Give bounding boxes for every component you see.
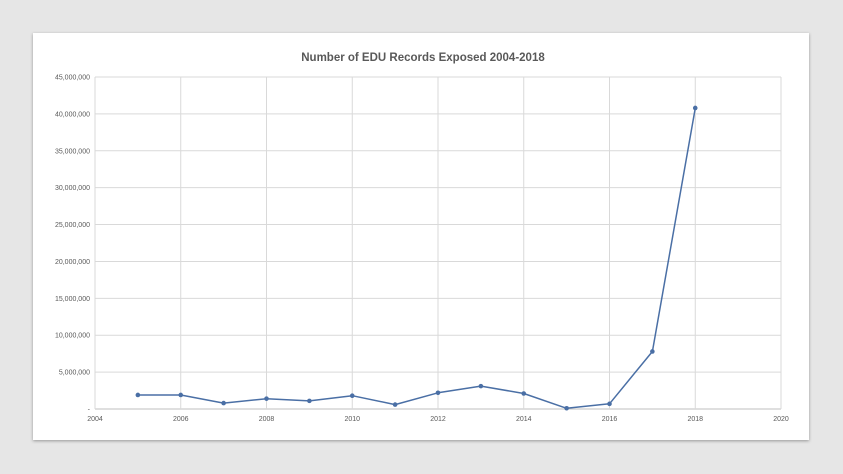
y-tick-label: 5,000,000 <box>59 370 90 377</box>
series-line <box>137 107 697 410</box>
y-tick-label: 15,000,000 <box>55 296 90 303</box>
y-tick-label: 45,000,000 <box>55 75 90 82</box>
data-point <box>264 396 269 401</box>
chart-card: Number of EDU Records Exposed 2004-2018 … <box>33 33 809 440</box>
x-tick-label: 2012 <box>430 416 446 423</box>
data-point <box>521 391 527 396</box>
data-point <box>650 349 655 354</box>
x-tick-label: 2016 <box>602 416 618 423</box>
data-point <box>221 400 226 406</box>
y-tick-label: 30,000,000 <box>55 185 90 192</box>
chart-title: Number of EDU Records Exposed 2004-2018 <box>301 52 545 64</box>
x-tick-label: 2010 <box>344 416 360 423</box>
data-point <box>307 398 312 404</box>
y-tick-label: 10,000,000 <box>55 333 90 340</box>
y-tick-label: - <box>88 407 91 414</box>
y-tick-label: 20,000,000 <box>55 259 90 266</box>
data-point <box>564 405 569 411</box>
y-tick-label: 25,000,000 <box>55 222 90 229</box>
x-tick-label: 2014 <box>516 416 532 423</box>
data-point <box>692 105 698 111</box>
data-point <box>607 401 612 407</box>
data-point <box>392 402 398 407</box>
plot-area: - 5,000,000 10,000,000 15,000,000 20,000,000… <box>55 75 789 424</box>
x-tick-label: 2006 <box>173 416 189 423</box>
data-point <box>349 393 355 399</box>
y-tick-label: 35,000,000 <box>55 148 90 155</box>
y-tick-label: 40,000,000 <box>55 111 90 118</box>
x-tick-label: 2008 <box>259 416 275 423</box>
x-tick-label: 2020 <box>773 416 789 423</box>
data-point <box>178 392 184 398</box>
x-tick-label: 2004 <box>87 416 103 423</box>
data-point <box>435 390 441 396</box>
data-point <box>135 392 141 398</box>
x-tick-label: 2018 <box>687 416 703 423</box>
data-point <box>478 383 484 389</box>
